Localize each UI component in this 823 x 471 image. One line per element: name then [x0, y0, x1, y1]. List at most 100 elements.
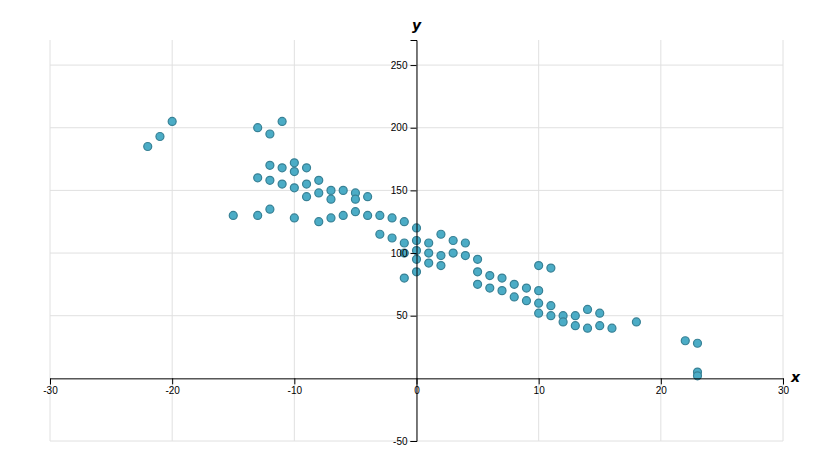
point — [290, 184, 298, 192]
y-tick-label: 150 — [391, 185, 408, 196]
point — [693, 339, 701, 347]
point — [388, 234, 396, 242]
point — [522, 297, 530, 305]
point — [315, 176, 323, 184]
point — [315, 218, 323, 226]
point — [535, 287, 543, 295]
point — [376, 211, 384, 219]
y-tick-label: 250 — [391, 60, 408, 71]
point — [474, 268, 482, 276]
x-tick: -10 — [288, 378, 303, 396]
point — [303, 193, 311, 201]
y-tick: 100 — [391, 248, 417, 259]
point — [278, 180, 286, 188]
point — [474, 255, 482, 263]
point — [474, 280, 482, 288]
x-tick-mark — [50, 378, 51, 384]
point — [571, 312, 579, 320]
point — [388, 214, 396, 222]
grid-line-x — [294, 40, 295, 441]
point — [254, 124, 262, 132]
x-tick-label: -10 — [288, 385, 303, 396]
point — [510, 280, 518, 288]
point — [535, 262, 543, 270]
grid-line-x — [172, 40, 173, 441]
chart: -30-20-100102030-5050100150200250xy — [0, 0, 823, 471]
point — [327, 186, 335, 194]
point — [290, 159, 298, 167]
x-axis-title: x — [790, 369, 801, 385]
y-tick: 150 — [391, 185, 417, 196]
y-tick-mark — [411, 316, 417, 317]
point — [229, 211, 237, 219]
point — [303, 164, 311, 172]
point — [290, 214, 298, 222]
x-tick: -20 — [165, 378, 180, 396]
point — [437, 230, 445, 238]
y-tick: -50 — [393, 436, 416, 447]
x-tick-label: 10 — [534, 385, 546, 396]
point — [400, 239, 408, 247]
grid-line-x — [50, 40, 51, 441]
y-tick: 200 — [391, 122, 417, 133]
point — [425, 259, 433, 267]
point — [303, 180, 311, 188]
point — [547, 302, 555, 310]
points — [144, 117, 702, 379]
x-tick-mark — [783, 378, 784, 384]
point — [449, 237, 457, 245]
point — [486, 272, 494, 280]
x-tick: -30 — [43, 378, 58, 396]
y-tick-label: -50 — [393, 436, 408, 447]
y-tick-label: 50 — [396, 310, 408, 321]
y-axis-line — [411, 41, 418, 442]
point — [486, 284, 494, 292]
point — [266, 176, 274, 184]
grid-line-x — [660, 40, 661, 441]
point — [327, 214, 335, 222]
point — [596, 322, 604, 330]
point — [596, 309, 604, 317]
x-tick-label: -30 — [43, 385, 58, 396]
point — [547, 312, 555, 320]
point — [547, 264, 555, 272]
y-tick: 50 — [396, 310, 416, 321]
point — [315, 189, 323, 197]
point — [571, 322, 579, 330]
point — [535, 309, 543, 317]
point — [584, 324, 592, 332]
plot: -30-20-100102030-5050100150200250xy — [43, 17, 801, 447]
point — [498, 274, 506, 282]
point — [461, 252, 469, 260]
point — [364, 193, 372, 201]
point — [400, 218, 408, 226]
x-tick-label: 30 — [778, 385, 790, 396]
point — [681, 337, 689, 345]
point — [278, 117, 286, 125]
point — [376, 230, 384, 238]
point — [144, 143, 152, 151]
y-tick-mark — [411, 190, 417, 191]
point — [266, 205, 274, 213]
x-tick: 30 — [778, 378, 790, 396]
x-tick: 10 — [534, 378, 546, 396]
y-tick-label: 100 — [391, 248, 408, 259]
point — [156, 132, 164, 140]
point — [351, 195, 359, 203]
point — [498, 287, 506, 295]
point — [449, 249, 457, 257]
point — [400, 274, 408, 282]
point — [510, 293, 518, 301]
y-tick-mark — [411, 65, 417, 66]
point — [339, 211, 347, 219]
y-tick-label: 200 — [391, 122, 408, 133]
x-tick-label: 20 — [656, 385, 668, 396]
x-tick-mark — [172, 378, 173, 384]
point — [425, 249, 433, 257]
point — [254, 211, 262, 219]
point — [339, 186, 347, 194]
grid-line-x — [783, 40, 784, 441]
x-tick-mark — [661, 378, 662, 384]
y-tick: 250 — [391, 60, 417, 71]
point — [425, 239, 433, 247]
